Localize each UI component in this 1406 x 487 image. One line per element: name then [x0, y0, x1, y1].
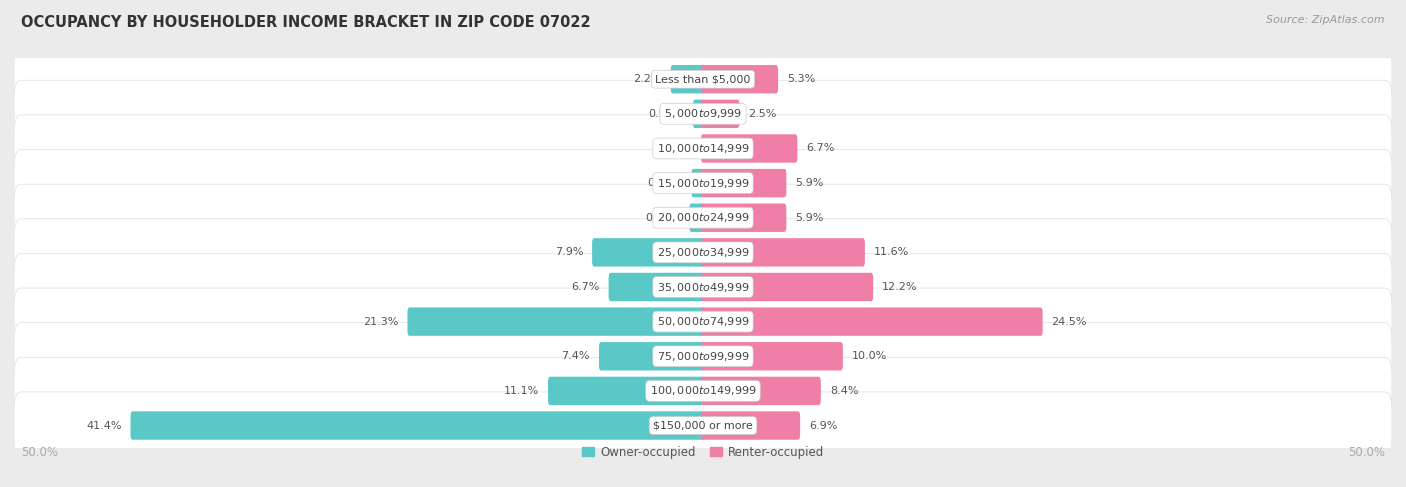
- Text: 12.2%: 12.2%: [882, 282, 918, 292]
- Text: 24.5%: 24.5%: [1052, 317, 1087, 327]
- Text: Less than $5,000: Less than $5,000: [655, 74, 751, 84]
- FancyBboxPatch shape: [131, 412, 704, 440]
- Text: $5,000 to $9,999: $5,000 to $9,999: [664, 107, 742, 120]
- FancyBboxPatch shape: [702, 204, 786, 232]
- Text: $20,000 to $24,999: $20,000 to $24,999: [657, 211, 749, 224]
- FancyBboxPatch shape: [14, 184, 1392, 251]
- FancyBboxPatch shape: [548, 377, 704, 405]
- Text: 0.58%: 0.58%: [648, 109, 683, 119]
- Text: $15,000 to $19,999: $15,000 to $19,999: [657, 177, 749, 189]
- Text: Source: ZipAtlas.com: Source: ZipAtlas.com: [1267, 15, 1385, 25]
- Legend: Owner-occupied, Renter-occupied: Owner-occupied, Renter-occupied: [578, 441, 828, 464]
- Text: 2.2%: 2.2%: [633, 74, 662, 84]
- Text: 7.9%: 7.9%: [554, 247, 583, 257]
- FancyBboxPatch shape: [14, 323, 1392, 390]
- FancyBboxPatch shape: [693, 100, 704, 128]
- Text: 50.0%: 50.0%: [1348, 446, 1385, 459]
- FancyBboxPatch shape: [702, 238, 865, 266]
- FancyBboxPatch shape: [592, 238, 704, 266]
- Text: 11.6%: 11.6%: [875, 247, 910, 257]
- FancyBboxPatch shape: [692, 169, 704, 197]
- FancyBboxPatch shape: [702, 412, 800, 440]
- FancyBboxPatch shape: [702, 134, 797, 163]
- FancyBboxPatch shape: [14, 115, 1392, 182]
- FancyBboxPatch shape: [702, 65, 778, 94]
- Text: 6.7%: 6.7%: [807, 144, 835, 153]
- Text: 21.3%: 21.3%: [363, 317, 398, 327]
- FancyBboxPatch shape: [702, 169, 786, 197]
- FancyBboxPatch shape: [14, 46, 1392, 113]
- Text: 0.84%: 0.84%: [645, 213, 681, 223]
- FancyBboxPatch shape: [599, 342, 704, 371]
- Text: 50.0%: 50.0%: [21, 446, 58, 459]
- FancyBboxPatch shape: [689, 204, 704, 232]
- FancyBboxPatch shape: [14, 357, 1392, 425]
- Text: $150,000 or more: $150,000 or more: [654, 421, 752, 431]
- FancyBboxPatch shape: [14, 150, 1392, 217]
- Text: 5.3%: 5.3%: [787, 74, 815, 84]
- Text: 2.5%: 2.5%: [748, 109, 778, 119]
- Text: $100,000 to $149,999: $100,000 to $149,999: [650, 384, 756, 397]
- FancyBboxPatch shape: [702, 377, 821, 405]
- Text: 6.7%: 6.7%: [571, 282, 599, 292]
- FancyBboxPatch shape: [702, 100, 740, 128]
- Text: 0.0%: 0.0%: [664, 144, 692, 153]
- FancyBboxPatch shape: [14, 392, 1392, 459]
- FancyBboxPatch shape: [14, 288, 1392, 355]
- Text: 0.69%: 0.69%: [647, 178, 682, 188]
- Text: 5.9%: 5.9%: [796, 213, 824, 223]
- Text: 41.4%: 41.4%: [86, 421, 121, 431]
- Text: 5.9%: 5.9%: [796, 178, 824, 188]
- FancyBboxPatch shape: [14, 219, 1392, 286]
- FancyBboxPatch shape: [702, 307, 1043, 336]
- Text: $50,000 to $74,999: $50,000 to $74,999: [657, 315, 749, 328]
- FancyBboxPatch shape: [408, 307, 704, 336]
- Text: 8.4%: 8.4%: [830, 386, 858, 396]
- Text: OCCUPANCY BY HOUSEHOLDER INCOME BRACKET IN ZIP CODE 07022: OCCUPANCY BY HOUSEHOLDER INCOME BRACKET …: [21, 15, 591, 30]
- Text: $10,000 to $14,999: $10,000 to $14,999: [657, 142, 749, 155]
- Text: $35,000 to $49,999: $35,000 to $49,999: [657, 281, 749, 294]
- FancyBboxPatch shape: [671, 65, 704, 94]
- Text: 6.9%: 6.9%: [808, 421, 838, 431]
- FancyBboxPatch shape: [14, 253, 1392, 320]
- FancyBboxPatch shape: [702, 273, 873, 301]
- Text: 11.1%: 11.1%: [503, 386, 538, 396]
- Text: 10.0%: 10.0%: [852, 351, 887, 361]
- FancyBboxPatch shape: [702, 342, 842, 371]
- Text: $75,000 to $99,999: $75,000 to $99,999: [657, 350, 749, 363]
- Text: 7.4%: 7.4%: [561, 351, 591, 361]
- Text: $25,000 to $34,999: $25,000 to $34,999: [657, 246, 749, 259]
- FancyBboxPatch shape: [609, 273, 704, 301]
- FancyBboxPatch shape: [14, 80, 1392, 148]
